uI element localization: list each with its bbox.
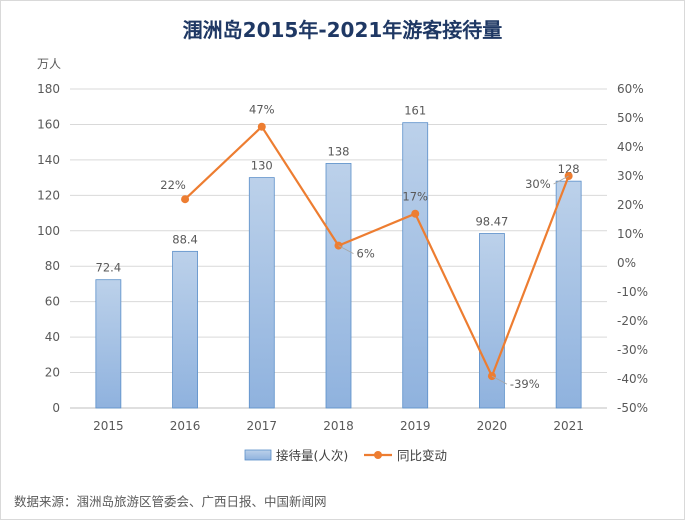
- x-axis-tick: 2016: [170, 419, 201, 433]
- bar: [479, 233, 505, 409]
- legend-line-label: 同比变动: [397, 448, 447, 463]
- x-axis-tick: 2015: [93, 419, 124, 433]
- legend-line-marker: [374, 451, 382, 459]
- left-axis-tick: 60: [45, 295, 60, 309]
- left-axis-tick: 80: [45, 259, 60, 273]
- x-axis-tick: 2017: [247, 419, 278, 433]
- x-axis-tick: 2021: [553, 419, 584, 433]
- bar: [402, 122, 429, 409]
- yoy-data-label: 22%: [160, 178, 186, 192]
- right-axis-tick: 50%: [617, 111, 644, 125]
- yoy-marker: [257, 122, 266, 131]
- label-leader-line: [338, 245, 354, 254]
- bar-data-label: 138: [328, 144, 350, 158]
- chart-title: 涠洲岛2015年-2021年游客接待量: [182, 18, 503, 42]
- yoy-data-label: 6%: [357, 247, 375, 261]
- bar-data-label: 130: [251, 159, 273, 173]
- right-axis-tick: -50%: [617, 401, 648, 415]
- yoy-data-label: 17%: [402, 190, 428, 204]
- x-axis-tick: 2019: [400, 419, 431, 433]
- bar-data-label: 98.47: [475, 214, 508, 228]
- yoy-data-label: 30%: [525, 177, 551, 191]
- bar: [172, 250, 198, 409]
- right-axis-tick: 60%: [617, 82, 644, 96]
- x-axis-tick: 2020: [477, 419, 508, 433]
- label-leader-line: [491, 375, 508, 385]
- left-axis-tick: 0: [52, 401, 60, 415]
- right-axis-tick: -40%: [617, 372, 648, 386]
- label-leader-line: [553, 175, 569, 185]
- yoy-marker: [411, 209, 420, 218]
- source-note: 数据来源：涠洲岛旅游区管委会、广西日报、中国新闻网: [14, 494, 327, 509]
- left-axis-tick: 120: [37, 188, 60, 202]
- legend-bar-swatch: [244, 449, 272, 461]
- yoy-data-label: -39%: [510, 377, 540, 391]
- yoy-line: [184, 124, 570, 379]
- right-axis-tick: -10%: [617, 285, 648, 299]
- left-axis-tick: 140: [37, 153, 60, 167]
- bar-data-label: 88.4: [172, 232, 198, 246]
- bar: [325, 163, 352, 409]
- right-axis-tick: 30%: [617, 169, 644, 183]
- right-axis-tick: 20%: [617, 198, 644, 212]
- left-axis-tick: 100: [37, 224, 60, 238]
- right-axis-tick: -30%: [617, 343, 648, 357]
- yoy-marker: [181, 195, 190, 204]
- yoy-data-label: 47%: [249, 103, 275, 117]
- legend: 接待量(人次) 同比变动: [244, 448, 447, 463]
- right-axis-tick: 0%: [617, 256, 636, 270]
- bar-data-label: 72.4: [96, 261, 122, 275]
- bar: [95, 279, 122, 409]
- left-axis-tick: 180: [37, 82, 60, 96]
- right-axis-tick: -20%: [617, 314, 648, 328]
- right-axis-tick: 10%: [617, 227, 644, 241]
- left-axis-tick: 40: [45, 330, 60, 344]
- left-axis-unit: 万人: [37, 57, 61, 71]
- bar: [248, 177, 275, 409]
- right-axis-tick: 40%: [617, 140, 644, 154]
- bar: [555, 180, 582, 409]
- left-axis-tick: 160: [37, 117, 60, 131]
- legend-bar-label: 接待量(人次): [276, 448, 348, 463]
- bar-data-label: 128: [558, 162, 580, 176]
- bar-data-label: 161: [404, 104, 426, 118]
- left-axis-tick: 20: [45, 366, 60, 380]
- x-axis-tick: 2018: [323, 419, 354, 433]
